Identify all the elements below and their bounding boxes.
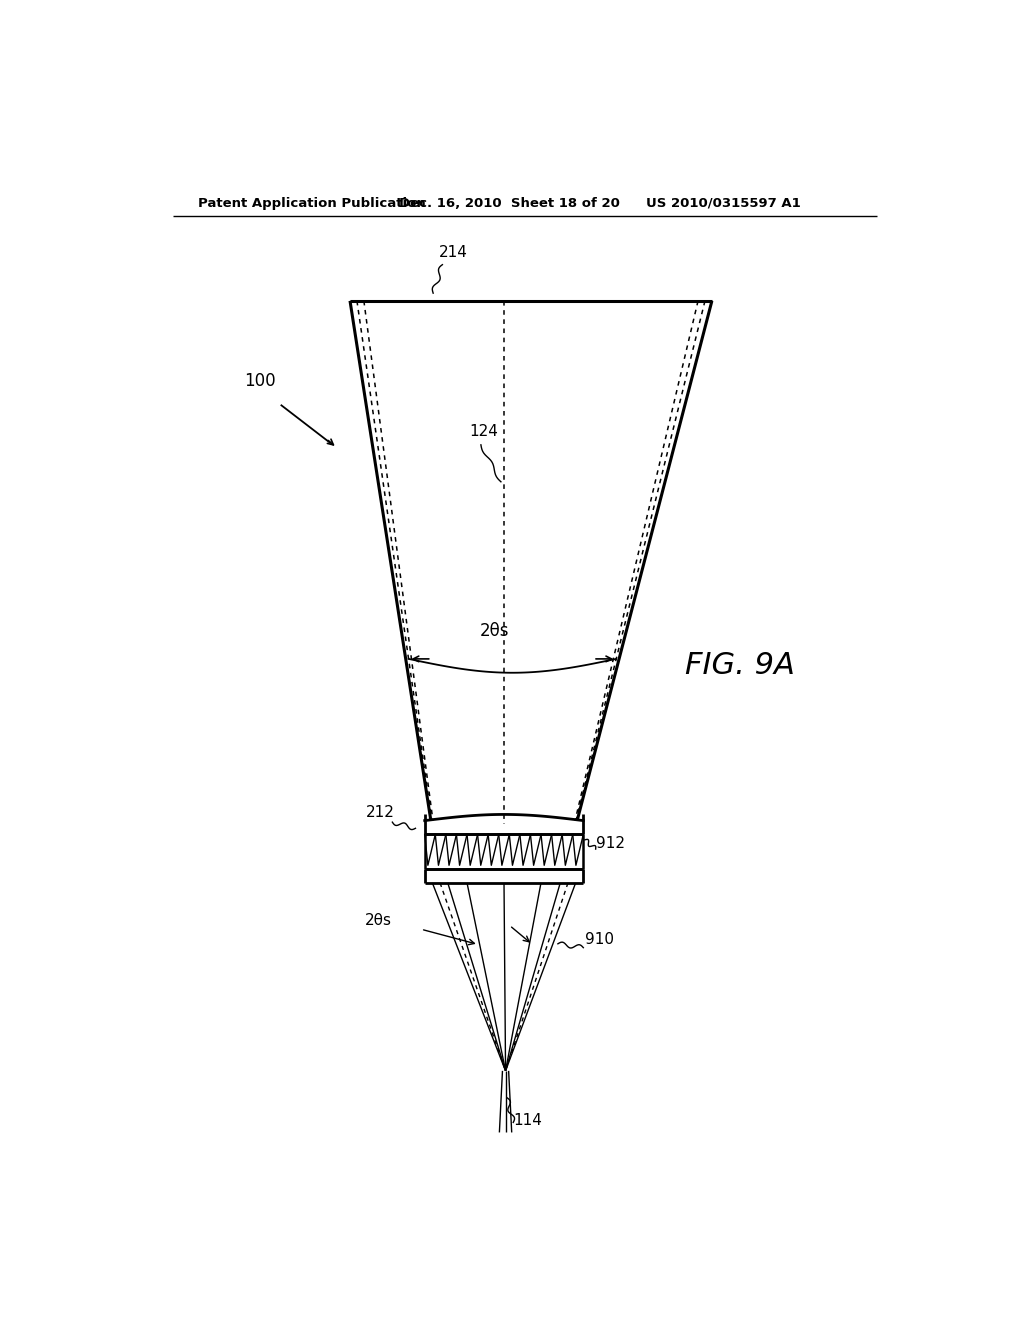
Text: 910: 910	[585, 932, 613, 946]
Text: 2θs: 2θs	[480, 622, 510, 640]
Text: Dec. 16, 2010  Sheet 18 of 20: Dec. 16, 2010 Sheet 18 of 20	[398, 197, 620, 210]
Text: 214: 214	[438, 246, 467, 260]
Text: FIG. 9A: FIG. 9A	[685, 651, 795, 680]
Text: 2θs: 2θs	[365, 913, 392, 928]
Text: Patent Application Publication: Patent Application Publication	[199, 197, 426, 210]
Text: 114: 114	[513, 1113, 542, 1127]
Text: 124: 124	[469, 424, 499, 438]
Text: 100: 100	[245, 371, 276, 389]
Text: 912: 912	[596, 836, 626, 850]
Text: US 2010/0315597 A1: US 2010/0315597 A1	[646, 197, 801, 210]
Text: 212: 212	[366, 805, 394, 820]
